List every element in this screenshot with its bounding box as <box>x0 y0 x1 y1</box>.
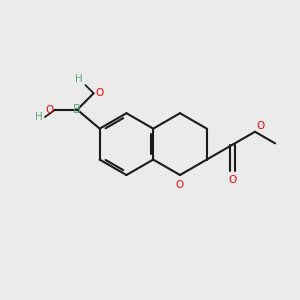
Text: O: O <box>95 88 103 98</box>
Text: H: H <box>35 112 43 122</box>
Text: O: O <box>228 175 236 185</box>
Text: O: O <box>256 121 264 130</box>
Text: H: H <box>75 74 83 84</box>
Text: B: B <box>73 103 81 116</box>
Text: O: O <box>176 180 184 190</box>
Text: O: O <box>46 105 54 115</box>
